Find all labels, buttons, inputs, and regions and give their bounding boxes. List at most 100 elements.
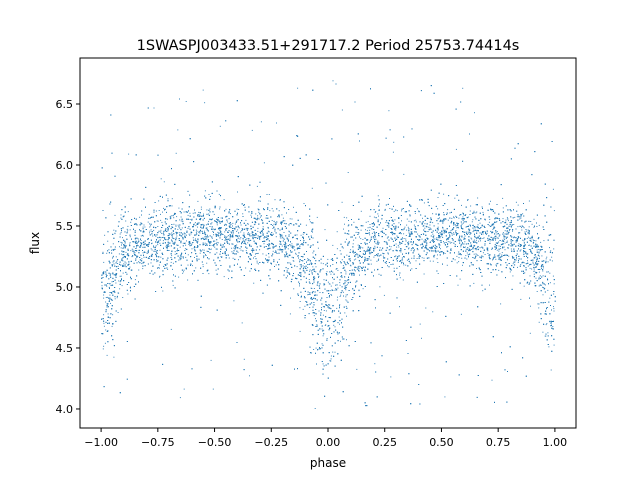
data-point (494, 256, 496, 258)
data-point (143, 256, 145, 258)
data-point (121, 285, 123, 287)
data-point (273, 223, 275, 225)
data-point (547, 289, 549, 291)
data-point (434, 238, 436, 240)
data-point (304, 270, 306, 272)
data-point (219, 125, 221, 127)
data-point (441, 235, 443, 237)
data-point (436, 258, 438, 260)
data-point (362, 239, 364, 240)
data-point (207, 222, 209, 224)
data-point (315, 318, 316, 320)
data-point (406, 246, 408, 248)
data-point (367, 221, 369, 223)
data-point (344, 312, 346, 314)
data-point (337, 269, 339, 271)
data-point (289, 262, 291, 264)
data-point (512, 256, 514, 258)
data-point (386, 237, 388, 239)
data-point (144, 226, 146, 228)
data-point (142, 235, 144, 237)
data-point (402, 279, 404, 281)
data-point (519, 218, 521, 220)
data-point (211, 237, 213, 239)
data-point (290, 251, 292, 253)
data-point (313, 288, 315, 289)
data-point (374, 245, 376, 247)
data-point (311, 230, 312, 232)
data-point (172, 284, 174, 286)
data-point (387, 265, 388, 267)
data-point (346, 294, 348, 296)
data-point (481, 206, 483, 208)
data-point (262, 226, 264, 228)
data-point (256, 260, 258, 262)
data-point (297, 225, 299, 227)
data-point (205, 234, 207, 236)
data-point (374, 211, 376, 213)
data-point (256, 185, 258, 187)
data-point (405, 235, 407, 236)
data-point (346, 217, 348, 219)
data-point (248, 234, 250, 236)
data-point (170, 261, 172, 263)
data-point (451, 242, 453, 244)
data-point (113, 356, 115, 358)
data-point (112, 261, 114, 263)
data-point (553, 283, 555, 285)
data-point (336, 307, 338, 309)
data-point (157, 220, 159, 222)
data-point (125, 262, 127, 264)
data-point (196, 246, 198, 248)
data-point (529, 264, 531, 265)
data-point (123, 251, 125, 253)
data-point (524, 231, 526, 233)
data-point (470, 249, 472, 250)
data-point (353, 259, 355, 261)
data-point (502, 218, 504, 220)
data-point (149, 232, 150, 234)
data-point (406, 224, 408, 226)
data-point (343, 228, 344, 230)
data-point (395, 243, 397, 245)
data-point (302, 233, 304, 235)
data-point (256, 262, 258, 264)
data-point (139, 216, 141, 218)
data-point (197, 226, 198, 228)
data-point (395, 229, 397, 231)
data-point (240, 249, 242, 251)
data-point (151, 249, 153, 251)
data-point (420, 244, 422, 246)
data-point (421, 337, 422, 339)
data-point (433, 250, 435, 252)
data-point (356, 368, 358, 370)
data-point (160, 219, 162, 221)
data-point (226, 236, 228, 238)
data-point (199, 232, 201, 234)
data-point (311, 187, 313, 189)
data-point (433, 242, 434, 243)
data-point (535, 277, 537, 279)
data-point (423, 240, 425, 242)
data-point (395, 255, 397, 257)
data-point (168, 233, 170, 235)
data-point (377, 213, 379, 215)
data-point (530, 305, 531, 307)
data-point (158, 264, 160, 266)
data-point (109, 294, 111, 296)
data-point (466, 258, 468, 260)
data-point (173, 217, 175, 219)
data-point (220, 256, 222, 258)
data-point (397, 244, 399, 246)
data-point (187, 264, 189, 266)
data-point (240, 231, 242, 233)
data-point (249, 375, 250, 377)
data-point (527, 231, 529, 233)
data-point (437, 239, 439, 241)
data-point (496, 231, 498, 233)
data-point (304, 232, 306, 234)
data-point (172, 231, 174, 232)
data-point (230, 223, 232, 225)
data-point (167, 268, 169, 270)
data-point (414, 249, 415, 251)
